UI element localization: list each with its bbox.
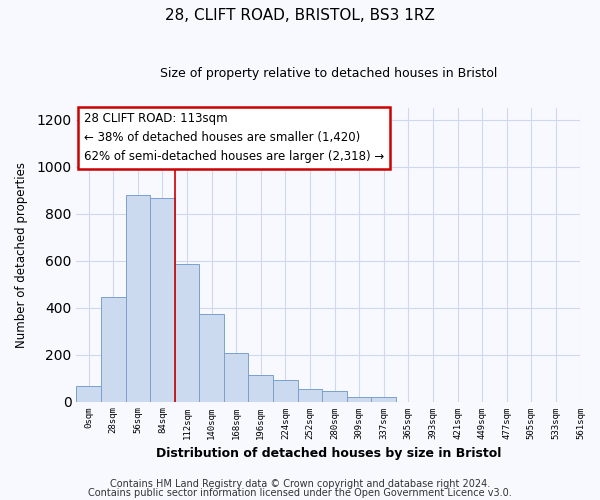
Bar [76,386,101,402]
Text: 28, CLIFT ROAD, BRISTOL, BS3 1RZ: 28, CLIFT ROAD, BRISTOL, BS3 1RZ [165,8,435,22]
Text: Contains public sector information licensed under the Open Government Licence v3: Contains public sector information licen… [88,488,512,498]
Bar [224,354,248,402]
Bar [125,195,150,402]
Text: 28 CLIFT ROAD: 113sqm
← 38% of detached houses are smaller (1,420)
62% of semi-d: 28 CLIFT ROAD: 113sqm ← 38% of detached … [84,112,384,164]
Bar [175,264,199,402]
Text: Contains HM Land Registry data © Crown copyright and database right 2024.: Contains HM Land Registry data © Crown c… [110,479,490,489]
Bar [101,297,125,402]
Bar [273,380,298,402]
Y-axis label: Number of detached properties: Number of detached properties [15,162,28,348]
Bar [347,398,371,402]
Bar [322,391,347,402]
Bar [199,314,224,402]
Bar [371,398,396,402]
Title: Size of property relative to detached houses in Bristol: Size of property relative to detached ho… [160,68,497,80]
X-axis label: Distribution of detached houses by size in Bristol: Distribution of detached houses by size … [156,447,501,460]
Bar [150,198,175,402]
Bar [248,374,273,402]
Bar [298,388,322,402]
